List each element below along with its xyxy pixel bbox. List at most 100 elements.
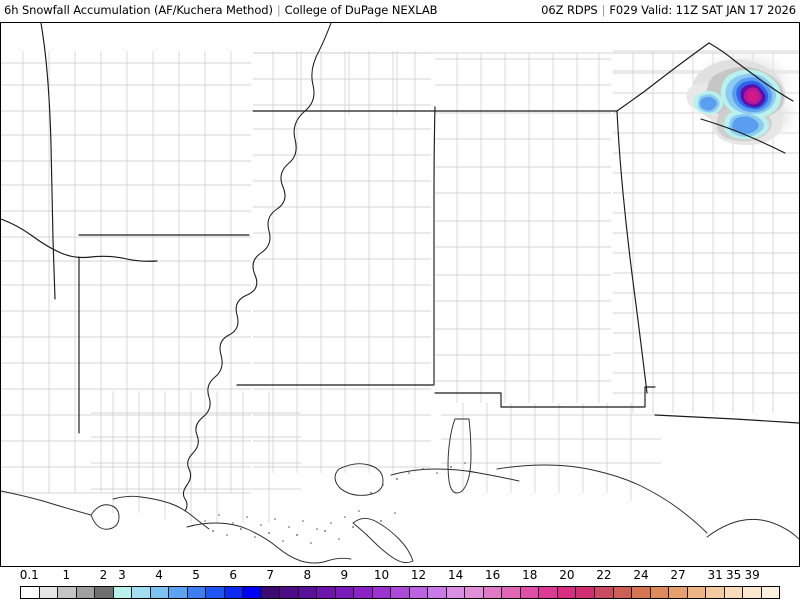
colorbar-swatch bbox=[95, 587, 114, 598]
state-line-tn-nc-ga bbox=[616, 42, 710, 112]
colorbar-swatch bbox=[280, 587, 299, 598]
map-frame[interactable] bbox=[0, 22, 800, 567]
colorbar-tick-label: 0.1 bbox=[19, 568, 39, 582]
colorbar: 0.1 1 2 3 4 5 6 7 8 9 10 12 14 16 18 20 22 24 27 31 35 39 bbox=[0, 567, 800, 600]
colorbar-swatch bbox=[298, 587, 318, 598]
colorbar-tick-label: 22 bbox=[596, 568, 612, 582]
snowfall-shading-layer bbox=[683, 45, 799, 145]
snow-contour-4in-south bbox=[731, 116, 759, 134]
coastline-layer bbox=[1, 418, 799, 564]
state-line-sc-ga bbox=[700, 118, 786, 154]
colorbar-swatch bbox=[669, 587, 688, 598]
colorbar-swatch bbox=[150, 587, 170, 598]
colorbar-swatch bbox=[743, 587, 762, 598]
colorbar-swatch bbox=[706, 587, 725, 598]
colorbar-tick-label: 31 bbox=[707, 568, 723, 582]
colorbar-tick-label: 3 bbox=[118, 568, 126, 582]
colorbar-swatch bbox=[613, 587, 633, 598]
colorbar-tick-label: 7 bbox=[266, 568, 275, 582]
header-separator-2: | bbox=[601, 3, 606, 17]
colorbar-swatch bbox=[557, 587, 577, 598]
map-canvas[interactable] bbox=[1, 23, 799, 566]
state-line-mississippi-river bbox=[182, 23, 332, 512]
snow-max-core bbox=[747, 90, 759, 102]
colorbar-swatch bbox=[409, 587, 429, 598]
colorbar-swatch bbox=[724, 587, 744, 598]
state-line-ga-fl bbox=[654, 414, 799, 424]
header-right-text: 06Z RDPS | F029 Valid: 11Z SAT JAN 17 2026 bbox=[541, 3, 796, 17]
colorbar-swatch bbox=[243, 587, 262, 598]
colorbar-swatch bbox=[502, 587, 521, 598]
state-line-fl-north bbox=[560, 386, 656, 408]
colorbar-swatch bbox=[187, 587, 207, 598]
coastline-lake-pontchartrain bbox=[334, 463, 384, 496]
model-cycle-label: 06Z RDPS bbox=[541, 3, 598, 17]
valid-time-label: Valid: 11Z SAT JAN 17 2026 bbox=[641, 3, 796, 17]
provider-label: College of DuPage NEXLAB bbox=[284, 3, 438, 17]
colorbar-tick-label: 27 bbox=[670, 568, 686, 582]
colorbar-tick-labels: 0.1 1 2 3 4 5 6 7 8 9 10 12 14 16 18 20 22 24 27 31 35 39 bbox=[20, 567, 780, 584]
colorbar-tick-label: 18 bbox=[522, 568, 538, 582]
state-line-al-fl bbox=[434, 392, 562, 408]
state-line-ar-la bbox=[1, 218, 158, 262]
colorbar-swatch bbox=[539, 587, 558, 598]
colorbar-swatch bbox=[58, 587, 77, 598]
coastline-birdfoot-delta bbox=[352, 517, 414, 564]
marsh-stipple-layer bbox=[204, 462, 466, 544]
colorbar-tick-label: 20 bbox=[559, 568, 575, 582]
colorbar-swatch bbox=[354, 587, 373, 598]
coastline-big-bend bbox=[706, 518, 799, 540]
colorbar-swatch bbox=[224, 587, 244, 598]
colorbar-tick-label: 4 bbox=[155, 568, 163, 582]
forecast-hour-label: F029 bbox=[609, 3, 638, 17]
snow-contour-4in-west bbox=[700, 96, 717, 111]
map-background bbox=[1, 23, 799, 566]
colorbar-swatch bbox=[632, 587, 651, 598]
colorbar-tick-label: 2 bbox=[99, 568, 108, 582]
coastline-texas bbox=[1, 490, 92, 516]
colorbar-swatch bbox=[761, 587, 780, 598]
colorbar-swatch bbox=[446, 587, 466, 598]
header-separator-1: | bbox=[276, 3, 281, 17]
colorbar-tick-label: 5 bbox=[192, 568, 200, 582]
colorbar-swatch bbox=[132, 587, 151, 598]
colorbar-tick-label: 39 bbox=[744, 568, 760, 582]
colorbar-swatch bbox=[372, 587, 392, 598]
colorbar-tick-label: 10 bbox=[373, 568, 390, 582]
colorbar-swatch bbox=[687, 587, 707, 598]
header-left-text: 6h Snowfall Accumulation (AF/Kuchera Met… bbox=[4, 3, 437, 17]
colorbar-swatch bbox=[428, 587, 447, 598]
coastline-la-marsh bbox=[186, 522, 352, 564]
coastline-fl-panhandle bbox=[496, 464, 708, 534]
county-boundaries-layer bbox=[1, 50, 799, 523]
colorbar-tick-label: 8 bbox=[303, 568, 312, 582]
colorbar-swatch bbox=[520, 587, 540, 598]
colorbar-swatch bbox=[465, 587, 484, 598]
product-title: 6h Snowfall Accumulation (AF/Kuchera Met… bbox=[4, 3, 273, 17]
colorbar-swatch bbox=[169, 587, 188, 598]
state-line-tx-ar bbox=[40, 23, 56, 300]
colorbar-swatch bbox=[317, 587, 336, 598]
colorbar-tick-label: 12 bbox=[410, 568, 427, 582]
colorbar-tick-label: 16 bbox=[485, 568, 501, 582]
state-line-nc-tn bbox=[708, 42, 794, 102]
state-boundaries-layer bbox=[1, 23, 799, 512]
coastline-mobile-bay bbox=[447, 418, 472, 494]
colorbar-swatch bbox=[261, 587, 281, 598]
colorbar-swatch bbox=[21, 587, 40, 598]
colorbar-swatch bbox=[76, 587, 96, 598]
colorbar-swatch bbox=[594, 587, 614, 598]
state-line-al-ga bbox=[616, 110, 648, 394]
colorbar-swatch bbox=[576, 587, 595, 598]
colorbar-swatch bbox=[483, 587, 503, 598]
colorbar-tick-label: 35 bbox=[726, 568, 742, 582]
colorbar-tick-label: 24 bbox=[633, 568, 649, 582]
coastline-calcasieu-lake bbox=[90, 504, 120, 530]
colorbar-tick-label: 9 bbox=[340, 568, 349, 582]
coastline-mississippi-sound bbox=[390, 468, 520, 482]
colorbar-swatch bbox=[650, 587, 670, 598]
colorbar-swatch bbox=[391, 587, 410, 598]
colorbar-tick-label: 1 bbox=[62, 568, 71, 582]
header-bar: 6h Snowfall Accumulation (AF/Kuchera Met… bbox=[0, 0, 800, 22]
